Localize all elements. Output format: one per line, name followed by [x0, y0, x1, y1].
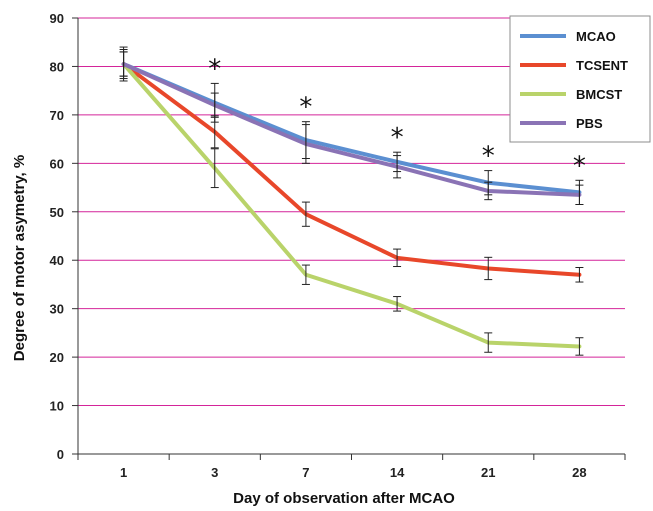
- y-tick-label: 20: [50, 350, 64, 365]
- y-tick-labels: 0 10 20 30 40 50 60 70 80 90: [50, 11, 64, 462]
- y-tick-label: 30: [50, 302, 64, 317]
- x-tick-label: 28: [572, 465, 586, 480]
- x-tick-label: 1: [120, 465, 127, 480]
- y-tick-label: 60: [50, 156, 64, 171]
- y-tick-label: 0: [57, 447, 64, 462]
- error-bars: [119, 46, 584, 356]
- significance-star: *: [482, 142, 495, 172]
- x-tick-label: 14: [390, 465, 405, 480]
- legend-label: TCSENT: [576, 58, 628, 73]
- y-tick-label: 90: [50, 11, 64, 26]
- significance-markers: * * * * *: [208, 54, 586, 181]
- significance-star: *: [573, 151, 586, 181]
- x-tick-labels: 1 3 7 14 21 28: [120, 465, 587, 480]
- significance-star: *: [208, 54, 221, 84]
- legend-label: PBS: [576, 116, 603, 131]
- legend: MCAO TCSENT BMCST PBS: [509, 15, 651, 143]
- significance-star: *: [391, 123, 404, 153]
- legend-label: MCAO: [576, 29, 616, 44]
- legend-label: BMCST: [576, 87, 622, 102]
- y-tick-label: 80: [50, 59, 64, 74]
- series-line-bmcst: [121, 62, 582, 349]
- y-tick-label: 10: [50, 399, 64, 414]
- x-tick-label: 7: [302, 465, 309, 480]
- axes: [77, 18, 626, 460]
- series-line-pbs: [121, 62, 582, 197]
- y-axis-title: Degree of motor asymetry, %: [11, 155, 28, 361]
- x-tick-label: 21: [481, 465, 495, 480]
- significance-star: *: [299, 93, 312, 123]
- y-tick-label: 70: [50, 108, 64, 123]
- y-tick-label: 50: [50, 205, 64, 220]
- series-line-tcsent: [121, 62, 582, 277]
- y-tick-label: 40: [50, 253, 64, 268]
- x-axis-title: Day of observation after MCAO: [233, 490, 455, 507]
- series-lines: [121, 62, 582, 349]
- x-tick-label: 3: [211, 465, 218, 480]
